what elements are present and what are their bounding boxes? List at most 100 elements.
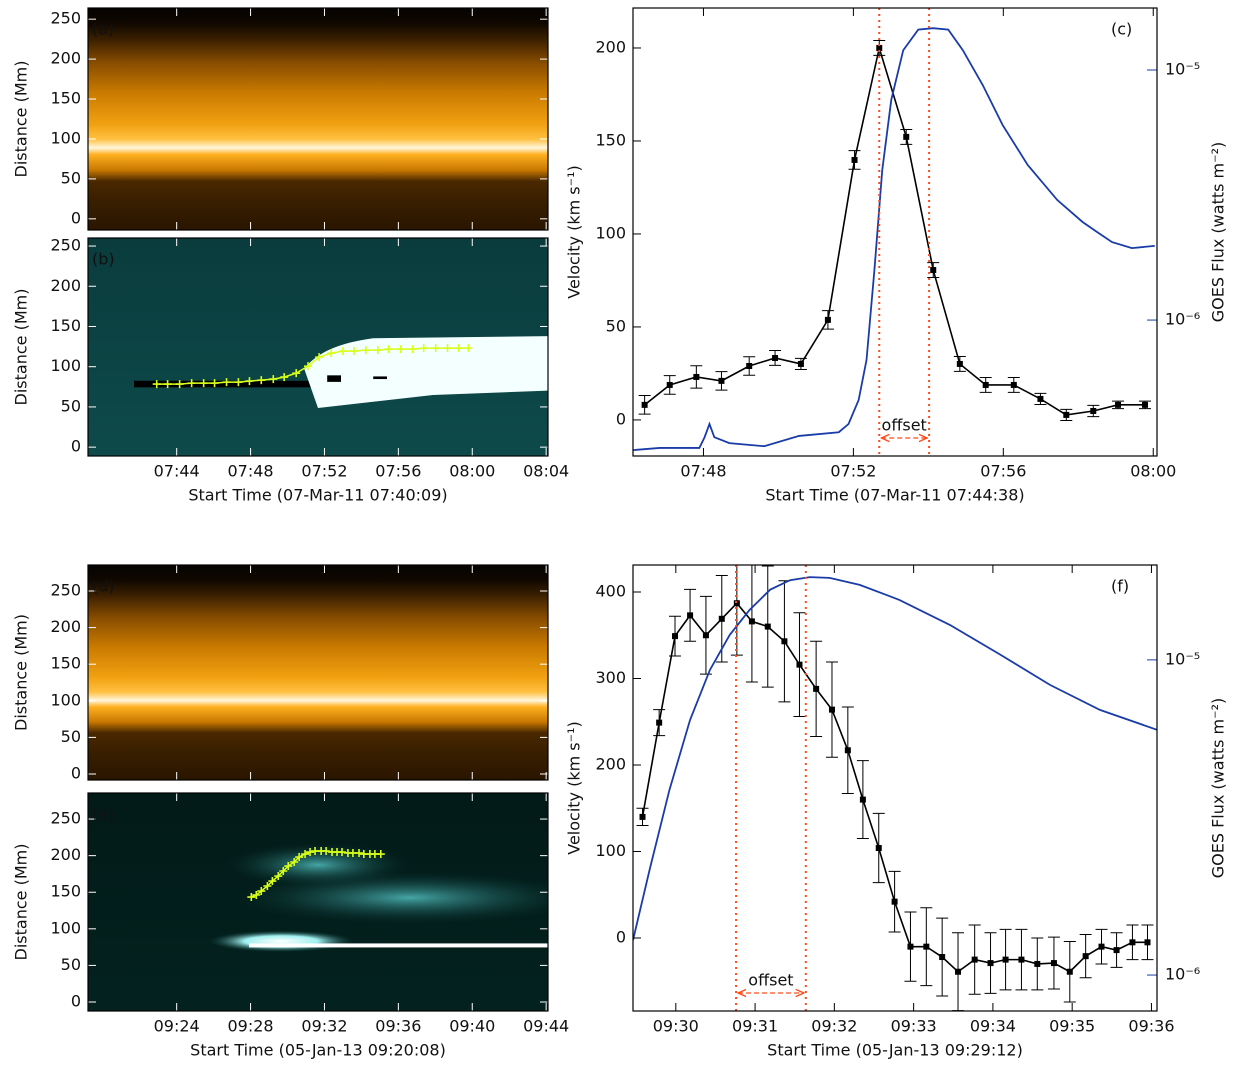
track-point xyxy=(263,882,272,891)
y-tick-label: 0 xyxy=(71,991,81,1010)
plot-frame xyxy=(87,237,549,457)
y-tick-label: 200 xyxy=(50,845,81,864)
track-point xyxy=(408,345,417,354)
y-tick-label: 150 xyxy=(50,654,81,673)
x-axis-label: Start Time (05-Jan-13 09:29:12) xyxy=(767,1041,1023,1060)
x-tick-label: 09:35 xyxy=(1049,1017,1095,1036)
x-tick-label: 07:56 xyxy=(980,462,1026,481)
x-tick-label: 08:00 xyxy=(449,462,495,481)
data-point xyxy=(939,954,946,961)
data-point xyxy=(859,796,866,803)
track-point xyxy=(234,378,243,387)
data-point xyxy=(1063,411,1070,418)
x-tick-label: 07:44 xyxy=(154,462,200,481)
y-tick-label: 250 xyxy=(50,9,81,28)
data-point xyxy=(930,267,937,274)
data-point xyxy=(824,316,831,323)
y-tick-label: 0 xyxy=(71,437,81,456)
y-tick-label: 150 xyxy=(50,316,81,335)
y-axis-label: Distance (Mm) xyxy=(12,61,31,178)
data-point xyxy=(772,354,779,361)
data-point xyxy=(796,661,803,668)
data-point xyxy=(1034,960,1041,967)
track-point xyxy=(284,862,293,871)
track-point xyxy=(187,379,196,388)
data-point xyxy=(955,968,962,975)
track-point xyxy=(322,847,331,856)
y-tick-label: 150 xyxy=(50,882,81,901)
track-point xyxy=(338,347,347,356)
y-axis-label: Distance (Mm) xyxy=(12,844,31,961)
plot-frame xyxy=(87,564,549,781)
plot-area xyxy=(88,238,548,456)
panel-label: (e) xyxy=(92,805,114,824)
track-point xyxy=(304,362,313,371)
plot-area xyxy=(88,8,548,230)
y-tick-label: 250 xyxy=(50,809,81,828)
data-point xyxy=(746,362,753,369)
data-point xyxy=(718,377,725,384)
data-point xyxy=(828,706,835,713)
data-point xyxy=(907,943,914,950)
y-tick-label: 200 xyxy=(50,276,81,295)
image-glow xyxy=(207,930,355,953)
data-point xyxy=(666,381,673,388)
panel: 0 50 100 150 200 07:48 07:52 07:56 08:00 10⁻⁵ 10⁻⁶… xyxy=(565,7,1228,505)
plot-frame xyxy=(87,792,549,1012)
track-point xyxy=(280,373,289,382)
series-line xyxy=(633,27,1155,451)
y-tick-label: 100 xyxy=(595,223,626,242)
data-point xyxy=(748,618,755,625)
y2-tick-label: 10⁻⁶ xyxy=(1165,965,1200,984)
plot-area xyxy=(633,8,1155,456)
data-point xyxy=(1129,939,1136,946)
data-point xyxy=(1098,943,1105,950)
y-tick-label: 50 xyxy=(61,955,81,974)
x-tick-label: 09:28 xyxy=(228,1017,274,1036)
track-point xyxy=(464,344,473,353)
track-point xyxy=(152,380,161,389)
data-point xyxy=(797,360,804,367)
x-tick-label: 09:32 xyxy=(811,1017,857,1036)
panel: 0 50 100 150 200 250 09:24 09:28 09:32 09:36 09:40… xyxy=(12,792,569,1060)
panel-label: (f) xyxy=(1111,577,1129,596)
data-point xyxy=(1115,401,1122,408)
image-map xyxy=(88,8,548,230)
data-point xyxy=(923,943,930,950)
x-tick-label: 08:04 xyxy=(523,462,569,481)
y-tick-label: 0 xyxy=(71,763,81,782)
data-point xyxy=(1050,960,1057,967)
x-tick-label: 08:00 xyxy=(1130,462,1176,481)
plot-area xyxy=(88,793,548,1011)
x-tick-label: 09:32 xyxy=(301,1017,347,1036)
y-axis-label: Distance (Mm) xyxy=(12,289,31,406)
data-point xyxy=(693,373,700,380)
plot-area xyxy=(633,565,1157,1011)
track-line xyxy=(156,347,469,385)
series-line xyxy=(644,44,1146,416)
track-point xyxy=(222,378,231,387)
image-band xyxy=(373,376,387,380)
data-point xyxy=(971,956,978,963)
data-point xyxy=(718,615,725,622)
data-point xyxy=(851,156,858,163)
annotation: offset xyxy=(882,416,927,435)
x-tick-label: 09:40 xyxy=(449,1017,495,1036)
data-point xyxy=(891,898,898,905)
x-tick-label: 09:44 xyxy=(523,1017,569,1036)
track-point xyxy=(210,379,219,388)
track-point xyxy=(292,369,301,378)
track-point xyxy=(279,867,288,876)
x-tick-label: 09:24 xyxy=(154,1017,200,1036)
data-point xyxy=(1113,947,1120,954)
y2-tick-label: 10⁻⁶ xyxy=(1165,310,1200,329)
data-point xyxy=(813,685,820,692)
data-point xyxy=(641,401,648,408)
track-point xyxy=(247,893,256,902)
data-point xyxy=(1066,968,1073,975)
x-tick-label: 09:36 xyxy=(375,1017,421,1036)
y-tick-label: 100 xyxy=(50,128,81,147)
series-line xyxy=(633,576,1157,941)
x-tick-label: 07:48 xyxy=(228,462,274,481)
track-point xyxy=(338,848,347,857)
